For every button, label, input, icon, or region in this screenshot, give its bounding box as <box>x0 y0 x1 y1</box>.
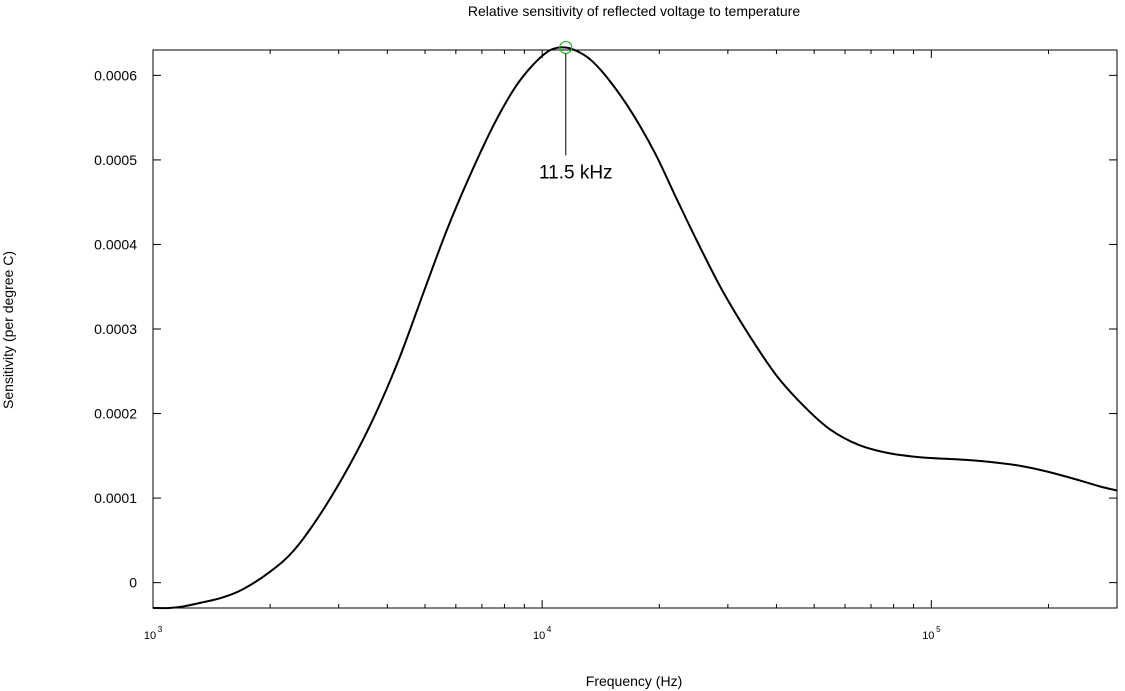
y-tick-label: 0.0004 <box>94 236 137 252</box>
annotation-layer: 11.5 kHz <box>539 40 613 183</box>
x-axis-label: Frequency (Hz) <box>586 673 682 689</box>
y-tick-label: 0 <box>129 575 137 591</box>
plot-frame <box>152 49 1118 609</box>
x-tick-exponent: 5 <box>936 625 941 634</box>
annotation-label: 11.5 kHz <box>539 162 613 183</box>
y-tick-label: 0.0001 <box>94 490 137 506</box>
y-axis-label: Sensitivity (per degree C) <box>0 251 16 409</box>
x-tick-label: 10 <box>533 630 545 642</box>
y-tick-label: 0.0002 <box>94 406 137 422</box>
series-line-sensitivity <box>152 46 1118 610</box>
x-tick-exponent: 4 <box>547 625 552 634</box>
y-tick-label: 0.0005 <box>94 152 137 168</box>
y-tick-label: 0.0006 <box>94 67 137 83</box>
chart-title: Relative sensitivity of reflected voltag… <box>468 3 800 19</box>
x-tick-label: 10 <box>144 630 156 642</box>
x-tick-exponent: 3 <box>158 625 163 634</box>
y-tick-label: 0.0003 <box>94 321 137 337</box>
x-tick-label: 10 <box>922 630 934 642</box>
series-layer <box>152 46 1118 610</box>
y-axis-ticks: 0 0.0001 0.0002 0.0003 0.0004 0.0005 0.0006 <box>94 67 1117 591</box>
